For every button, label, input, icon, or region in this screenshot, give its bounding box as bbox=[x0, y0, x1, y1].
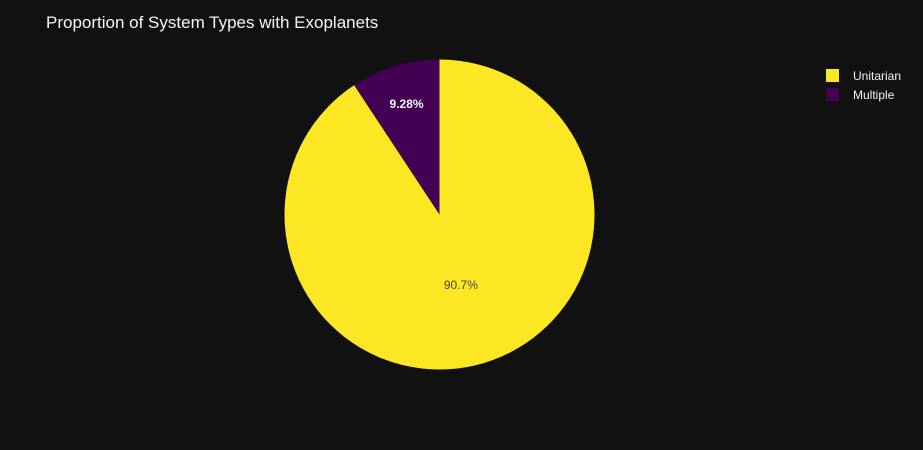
chart-title: Proportion of System Types with Exoplane… bbox=[46, 13, 379, 32]
pie-slice-multiple[interactable] bbox=[354, 59, 440, 215]
legend: Unitarian Multiple bbox=[826, 66, 901, 104]
legend-swatch-unitarian bbox=[826, 69, 839, 82]
legend-label-multiple: Multiple bbox=[853, 87, 895, 102]
pie-slice-unitarian[interactable] bbox=[284, 59, 595, 370]
pie-label-unitarian: 90.7% bbox=[444, 278, 478, 292]
legend-item-multiple[interactable]: Multiple bbox=[826, 85, 901, 104]
legend-item-unitarian[interactable]: Unitarian bbox=[826, 66, 901, 85]
legend-swatch-multiple bbox=[826, 88, 839, 101]
pie-label-multiple: 9.28% bbox=[390, 97, 424, 111]
legend-label-unitarian: Unitarian bbox=[853, 68, 902, 83]
